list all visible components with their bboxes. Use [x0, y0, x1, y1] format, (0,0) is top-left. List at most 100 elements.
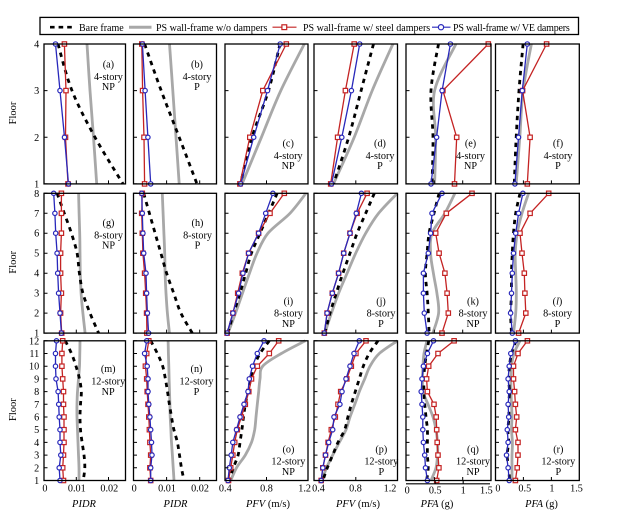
- svg-text:2: 2: [34, 133, 39, 144]
- svg-text:(q): (q): [467, 444, 479, 455]
- svg-text:12-story: 12-story: [541, 457, 576, 468]
- svg-text:8-story: 8-story: [183, 230, 213, 241]
- svg-text:8-story: 8-story: [94, 230, 124, 241]
- svg-text:(l): (l): [553, 296, 563, 307]
- svg-text:1: 1: [34, 329, 39, 340]
- svg-text:1: 1: [461, 485, 466, 496]
- svg-text:(h): (h): [192, 218, 204, 229]
- svg-text:Bare frame: Bare frame: [79, 23, 124, 34]
- svg-text:12-story: 12-story: [456, 457, 491, 468]
- svg-text:12-story: 12-story: [271, 457, 306, 468]
- svg-text:Floor: Floor: [8, 398, 19, 421]
- svg-text:0: 0: [132, 483, 137, 494]
- svg-text:3: 3: [34, 451, 39, 462]
- svg-text:0.02: 0.02: [100, 483, 118, 494]
- svg-text:NP: NP: [282, 319, 295, 330]
- svg-text:6: 6: [34, 413, 39, 424]
- svg-text:P: P: [555, 319, 561, 330]
- svg-text:5: 5: [34, 425, 39, 436]
- svg-text:(g): (g): [103, 218, 115, 229]
- svg-text:0.4: 0.4: [312, 483, 325, 494]
- svg-text:Floor: Floor: [8, 250, 19, 273]
- svg-text:P: P: [378, 467, 384, 478]
- svg-text:PIDR: PIDR: [163, 499, 188, 510]
- svg-text:7: 7: [34, 400, 39, 411]
- svg-text:4-story: 4-story: [544, 151, 574, 162]
- svg-text:NP: NP: [282, 467, 295, 478]
- svg-text:1.5: 1.5: [480, 485, 493, 496]
- svg-text:0.8: 0.8: [349, 483, 362, 494]
- svg-text:0.5: 0.5: [518, 483, 531, 494]
- svg-text:PS wall-frame w/o dampers: PS wall-frame w/o dampers: [156, 23, 267, 34]
- svg-text:P: P: [555, 467, 561, 478]
- svg-text:8-story: 8-story: [274, 309, 304, 320]
- svg-text:PFV (m/s): PFV (m/s): [335, 499, 381, 510]
- svg-text:4-story: 4-story: [274, 151, 304, 162]
- svg-text:(f): (f): [553, 138, 563, 149]
- svg-text:1.5: 1.5: [570, 483, 583, 494]
- svg-text:0.01: 0.01: [68, 483, 86, 494]
- svg-text:(e): (e): [465, 138, 476, 149]
- svg-text:P: P: [195, 241, 201, 252]
- svg-text:PS wall-frame w/ steel dampers: PS wall-frame w/ steel dampers: [303, 23, 430, 34]
- svg-text:NP: NP: [464, 161, 477, 172]
- svg-text:(r): (r): [553, 444, 563, 455]
- svg-text:(i): (i): [284, 296, 294, 307]
- svg-text:0: 0: [42, 483, 47, 494]
- svg-text:4: 4: [34, 438, 39, 449]
- svg-text:NP: NP: [282, 161, 295, 172]
- svg-text:8-story: 8-story: [367, 309, 397, 320]
- svg-text:P: P: [378, 319, 384, 330]
- svg-text:(m): (m): [101, 364, 116, 375]
- svg-text:0.02: 0.02: [191, 483, 209, 494]
- svg-text:PFA (g): PFA (g): [524, 499, 558, 510]
- svg-text:1: 1: [549, 483, 554, 494]
- svg-text:0.01: 0.01: [158, 483, 176, 494]
- svg-text:1.2: 1.2: [384, 483, 397, 494]
- svg-text:(d): (d): [374, 138, 386, 149]
- svg-text:4-story: 4-story: [366, 151, 396, 162]
- svg-text:7: 7: [34, 209, 39, 220]
- svg-text:8: 8: [34, 387, 39, 398]
- svg-text:(j): (j): [376, 296, 386, 307]
- svg-text:2: 2: [34, 463, 39, 474]
- svg-text:4-story: 4-story: [94, 72, 124, 83]
- svg-text:(c): (c): [283, 138, 294, 149]
- svg-text:NP: NP: [466, 319, 479, 330]
- svg-text:4-story: 4-story: [183, 72, 213, 83]
- svg-text:11: 11: [29, 349, 39, 360]
- svg-text:(n): (n): [191, 364, 203, 375]
- svg-text:1: 1: [34, 476, 39, 487]
- svg-text:PFV (m/s): PFV (m/s): [245, 499, 291, 510]
- svg-text:0.8: 0.8: [260, 483, 273, 494]
- svg-text:0: 0: [495, 483, 500, 494]
- svg-text:0.5: 0.5: [429, 485, 442, 496]
- svg-text:0.4: 0.4: [219, 483, 232, 494]
- svg-text:NP: NP: [102, 387, 115, 398]
- svg-text:2: 2: [34, 309, 39, 320]
- svg-text:P: P: [377, 161, 383, 172]
- svg-text:4-story: 4-story: [456, 151, 486, 162]
- svg-text:3: 3: [34, 86, 39, 97]
- svg-text:12-story: 12-story: [180, 377, 215, 388]
- svg-text:12: 12: [29, 336, 39, 347]
- svg-text:NP: NP: [102, 82, 115, 93]
- svg-text:4: 4: [34, 269, 39, 280]
- svg-text:9: 9: [34, 374, 39, 385]
- svg-text:P: P: [194, 387, 200, 398]
- svg-text:8-story: 8-story: [459, 309, 489, 320]
- svg-text:P: P: [194, 82, 200, 93]
- svg-text:5: 5: [34, 249, 39, 260]
- svg-text:4: 4: [34, 40, 39, 51]
- svg-text:1: 1: [34, 179, 39, 190]
- svg-text:(p): (p): [375, 444, 387, 455]
- svg-text:PFA (g): PFA (g): [420, 499, 454, 510]
- svg-text:10: 10: [29, 362, 39, 373]
- svg-text:PIDR: PIDR: [71, 499, 96, 510]
- svg-text:8: 8: [34, 189, 39, 200]
- svg-text:Floor: Floor: [8, 101, 19, 124]
- svg-text:(o): (o): [282, 444, 294, 455]
- svg-text:6: 6: [34, 229, 39, 240]
- svg-text:NP: NP: [466, 467, 479, 478]
- svg-text:PS wall-frame w/ VE dampers: PS wall-frame w/ VE dampers: [453, 23, 570, 34]
